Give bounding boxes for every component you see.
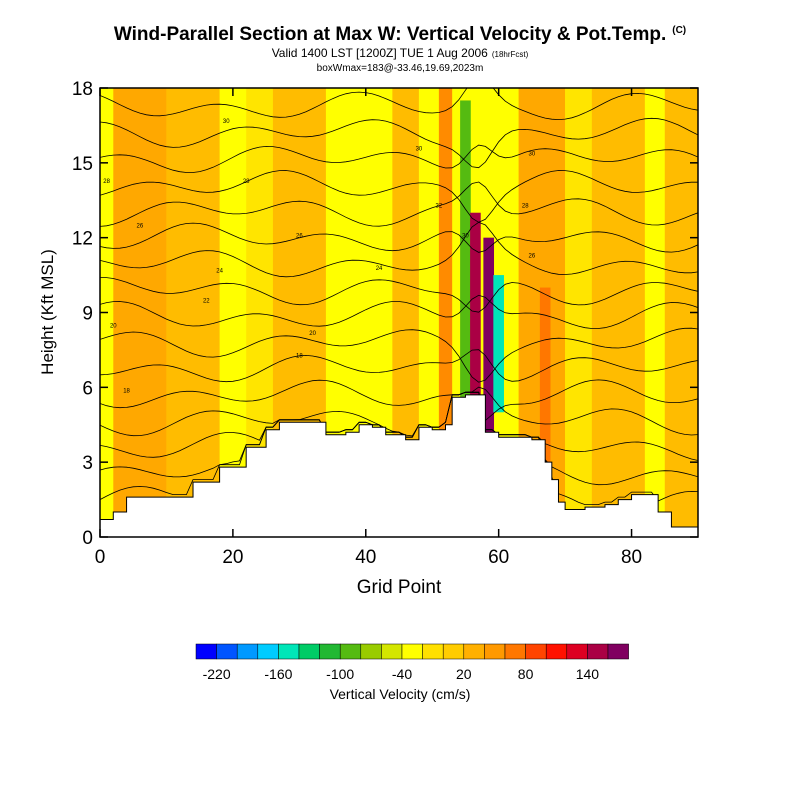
x-tick-label: 0: [95, 547, 106, 568]
chart-subtitle: Valid 1400 LST [1200Z] TUE 1 Aug 2006 (18…: [0, 46, 800, 60]
y-axis: 0 3 6 9 12 15 18: [72, 79, 698, 549]
colorbar-swatch: [422, 643, 444, 660]
colorbar-swatch: [360, 643, 382, 660]
y-tick-label: 12: [72, 229, 93, 250]
theta-contour-line: [100, 170, 698, 223]
colorbar-swatch: [401, 643, 423, 660]
x-axis: 0 20 40 60 80: [95, 88, 642, 568]
contour-label: 22: [203, 299, 210, 305]
colorbar-swatch: [236, 643, 259, 660]
velocity-feature: [493, 275, 504, 413]
x-tick-label: 20: [222, 547, 243, 568]
y-tick-label: 3: [82, 453, 93, 474]
contour-label: 26: [296, 234, 303, 240]
theta-contour-line: [100, 386, 698, 437]
theta-contour-line: [100, 144, 698, 173]
velocity-feature: [539, 287, 551, 488]
forecast-hour: (18hrFcst): [491, 50, 529, 59]
theta-contour-line: [100, 88, 698, 121]
y-axis-label: Height (Kft MSL): [38, 249, 57, 375]
contour-label: 30: [223, 119, 230, 125]
contour-label: 24: [216, 269, 223, 275]
theta-contour-line: [100, 181, 698, 227]
colorbar-swatch: [566, 643, 588, 660]
contour-label: 30: [529, 151, 536, 157]
velocity-band: [591, 88, 645, 537]
colorbar: -220 -160 -100 -40 20 80 140: [195, 643, 629, 682]
theta-contour-line: [100, 117, 698, 169]
colorbar-swatch: [607, 643, 629, 660]
colorbar-swatch: [195, 643, 217, 660]
contour-label: 24: [376, 266, 383, 272]
velocity-band: [166, 88, 220, 537]
velocity-feature: [353, 88, 365, 400]
y-tick-label: 0: [82, 528, 93, 549]
contour-label: 20: [309, 331, 316, 337]
colorbar-tick-label: -100: [326, 666, 354, 682]
colorbar-swatch: [463, 643, 485, 660]
colorbar-swatch: [545, 643, 568, 660]
title-mark: (C): [672, 24, 687, 36]
y-tick-label: 18: [72, 79, 93, 100]
velocity-band: [113, 88, 167, 537]
velocity-feature: [470, 212, 481, 425]
terrain: [100, 394, 698, 537]
colorbar-swatch: [339, 643, 362, 660]
velocity-feature: [460, 100, 471, 425]
chart-title-text: Wind-Parallel Section at Max W: Vertical…: [113, 24, 667, 45]
colorbar-swatch: [442, 643, 465, 660]
y-tick-label: 9: [82, 304, 93, 325]
contour-label: 26: [137, 224, 144, 230]
colorbar-swatch: [504, 643, 526, 660]
x-tick-label: 60: [488, 547, 509, 568]
contour-label: 18: [296, 353, 303, 359]
contour-label: 20: [110, 323, 117, 329]
colorbar-tick-label: 80: [518, 666, 534, 682]
colorbar-swatch: [257, 643, 279, 660]
colorbar-tick-label: -220: [203, 666, 231, 682]
contour-label: 28: [103, 179, 110, 185]
theta-contour-line: [100, 221, 698, 278]
y-tick-label: 15: [72, 154, 93, 175]
colorbar-label: Vertical Velocity (cm/s): [330, 686, 471, 702]
contour-labels: 18 18 20 20 22 24 24 26 26 26 28 28 28 30 30 30 32 30: [103, 119, 536, 394]
chart-title: Wind-Parallel Section at Max W: Vertical…: [0, 24, 800, 46]
y-tick-label: 6: [82, 378, 93, 399]
velocity-band: [565, 88, 592, 537]
contour-label: 18: [123, 388, 130, 394]
colorbar-swatch: [319, 643, 341, 660]
box-wmax-info: boxWmax=183@-33.46,19.69,2023m: [316, 63, 484, 74]
contour-label: 28: [243, 179, 250, 185]
colorbar-tick-label: -40: [392, 666, 412, 682]
theta-contours: [100, 88, 698, 506]
colorbar-swatch: [298, 643, 320, 660]
x-axis-label: Grid Point: [357, 577, 442, 598]
colorbar-swatch: [278, 643, 300, 660]
contour-label: 26: [529, 254, 536, 260]
colorbar-swatch: [525, 643, 547, 660]
contour-label: 32: [436, 204, 443, 210]
colorbar-swatch: [484, 643, 506, 660]
colorbar-tick-label: -160: [264, 666, 292, 682]
theta-contour-line: [100, 277, 698, 313]
colorbar-tick-label: 140: [576, 666, 600, 682]
theta-contour-line: [100, 222, 698, 253]
theta-contour-line: [100, 379, 698, 422]
colorbar-swatch: [381, 643, 403, 660]
velocity-feature: [483, 237, 495, 438]
theta-contour-line: [100, 294, 698, 329]
valid-time: Valid 1400 LST [1200Z] TUE 1 Aug 2006: [271, 46, 488, 60]
contour-label: 30: [462, 234, 469, 240]
colorbar-tick-label: 20: [456, 666, 472, 682]
colorbar-swatch: [587, 643, 609, 660]
contour-label: 30: [416, 146, 423, 152]
theta-contour-line: [100, 349, 698, 383]
x-tick-label: 80: [621, 547, 642, 568]
theta-contour-line: [100, 327, 698, 383]
contour-label: 28: [522, 204, 529, 210]
terrain-fill: [100, 394, 698, 537]
x-tick-label: 40: [355, 547, 376, 568]
colorbar-swatch: [216, 643, 238, 660]
